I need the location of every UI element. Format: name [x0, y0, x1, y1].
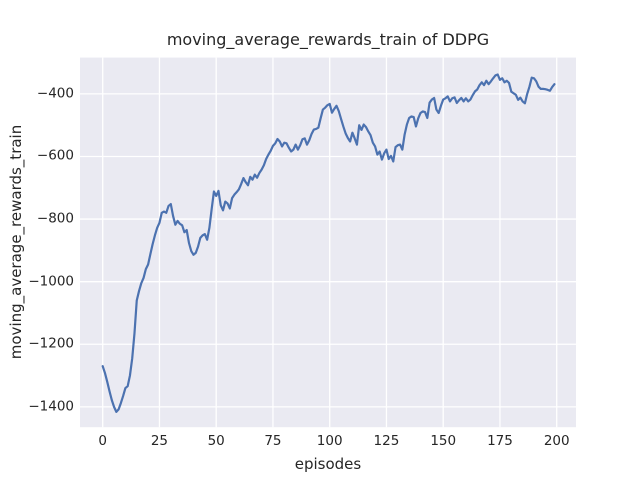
- x-tick-label: 25: [150, 433, 169, 449]
- axes-background: [80, 57, 576, 428]
- y-tick-label: −600: [36, 147, 74, 164]
- y-tick-label: −800: [36, 210, 74, 227]
- y-tick-label: −1000: [28, 272, 74, 289]
- x-tick-label: 0: [98, 433, 107, 449]
- x-tick-label: 125: [373, 433, 400, 449]
- y-tick-label: −400: [36, 85, 74, 102]
- x-tick-label: 200: [543, 433, 570, 449]
- x-axis-label: episodes: [294, 455, 362, 473]
- x-tick-label: 50: [207, 433, 225, 449]
- y-tick-label: −1200: [28, 335, 74, 352]
- x-tick-label: 75: [264, 433, 282, 449]
- x-tick-label: 175: [487, 433, 513, 449]
- gridlines: [80, 57, 576, 428]
- x-tick-label: 150: [430, 433, 457, 449]
- chart-title: moving_average_rewards_train of DDPG: [166, 30, 490, 49]
- x-tick-label: 100: [316, 433, 343, 449]
- data-line: [101, 73, 556, 413]
- y-tick-label: −1400: [28, 398, 74, 415]
